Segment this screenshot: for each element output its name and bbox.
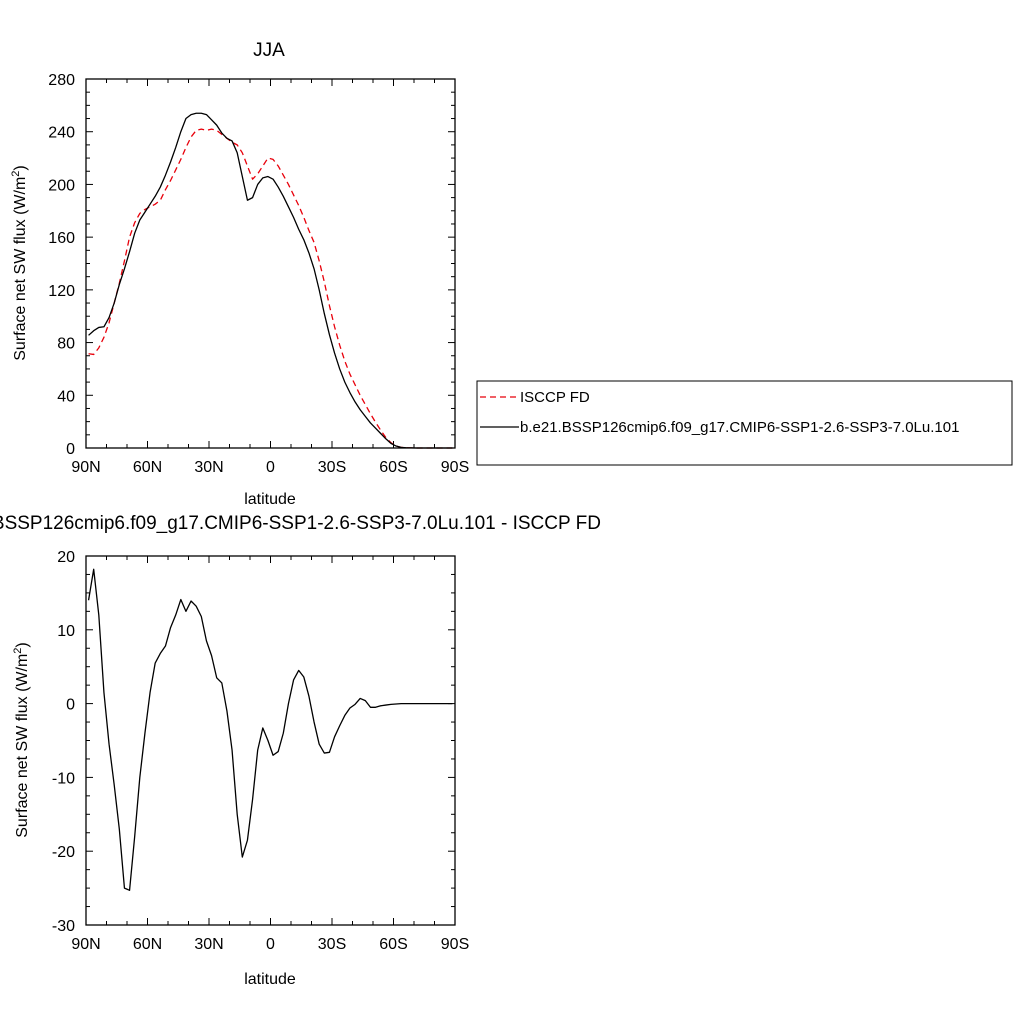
bottom-x-tick-label: 60N (133, 936, 162, 953)
bottom-chart-title: b.e21.BSSP126cmip6.f09_g17.CMIP6-SSP1-2.… (0, 513, 601, 534)
top-y-tick-label: 40 (57, 388, 75, 405)
top-y-tick-label: 80 (57, 336, 75, 353)
top-series-line-0 (88, 128, 453, 449)
bottom-series-line-0 (87, 568, 453, 891)
top-y-tick-label: 120 (48, 283, 75, 300)
bottom-y-axis-label: Surface net SW flux (W/m2) (12, 642, 31, 838)
bottom-x-tick-label: 60S (379, 936, 407, 953)
top-panel: JJA 90N 60N 30N 0 30S 60S 90S 0 40 80 120 160 200 240… (10, 40, 469, 508)
top-x-tick-label: 90S (441, 459, 469, 476)
bottom-y-tick-label: -20 (52, 844, 75, 861)
top-x-tick-label: 30N (194, 459, 223, 476)
legend-label-model: b.e21.BSSP126cmip6.f09_g17.CMIP6-SSP1-2.… (520, 419, 959, 436)
top-y-tick-label: 200 (48, 177, 75, 194)
top-x-tick-label: 60N (133, 459, 162, 476)
top-y-tick-label: 280 (48, 72, 75, 89)
bottom-y-tick-label: 10 (57, 623, 75, 640)
top-y-axis-label: Surface net SW flux (W/m2) (10, 165, 29, 361)
top-chart-title: JJA (253, 40, 285, 61)
top-x-tick-label: 30S (318, 459, 346, 476)
bottom-x-tick-label: 90S (441, 936, 469, 953)
bottom-y-tick-label: -30 (52, 918, 75, 935)
top-x-axis-label: latitude (244, 491, 296, 508)
top-plot-frame (85, 78, 456, 449)
legend-box (476, 380, 1013, 466)
top-y-tick-label: 0 (66, 441, 75, 458)
bottom-x-axis-label: latitude (244, 971, 296, 988)
bottom-x-tick-label: 30N (194, 936, 223, 953)
bottom-x-tick-label: 0 (266, 936, 275, 953)
top-x-tick-label: 90N (71, 459, 100, 476)
top-series-line-1 (88, 112, 453, 449)
legend-label-isccp: ISCCP FD (520, 389, 590, 406)
top-x-tick-label: 0 (266, 459, 275, 476)
bottom-y-tick-label: -10 (52, 770, 75, 787)
bottom-panel: b.e21.BSSP126cmip6.f09_g17.CMIP6-SSP1-2.… (0, 513, 601, 988)
legend: ISCCP FD b.e21.BSSP126cmip6.f09_g17.CMIP… (476, 380, 1013, 466)
top-y-tick-label: 240 (48, 125, 75, 142)
bottom-x-tick-label: 30S (318, 936, 346, 953)
bottom-x-tick-label: 90N (71, 936, 100, 953)
bottom-plot-frame (85, 555, 456, 926)
top-y-tick-label: 160 (48, 230, 75, 247)
bottom-y-tick-label: 0 (66, 697, 75, 714)
top-x-tick-label: 60S (379, 459, 407, 476)
bottom-y-tick-label: 20 (57, 549, 75, 566)
